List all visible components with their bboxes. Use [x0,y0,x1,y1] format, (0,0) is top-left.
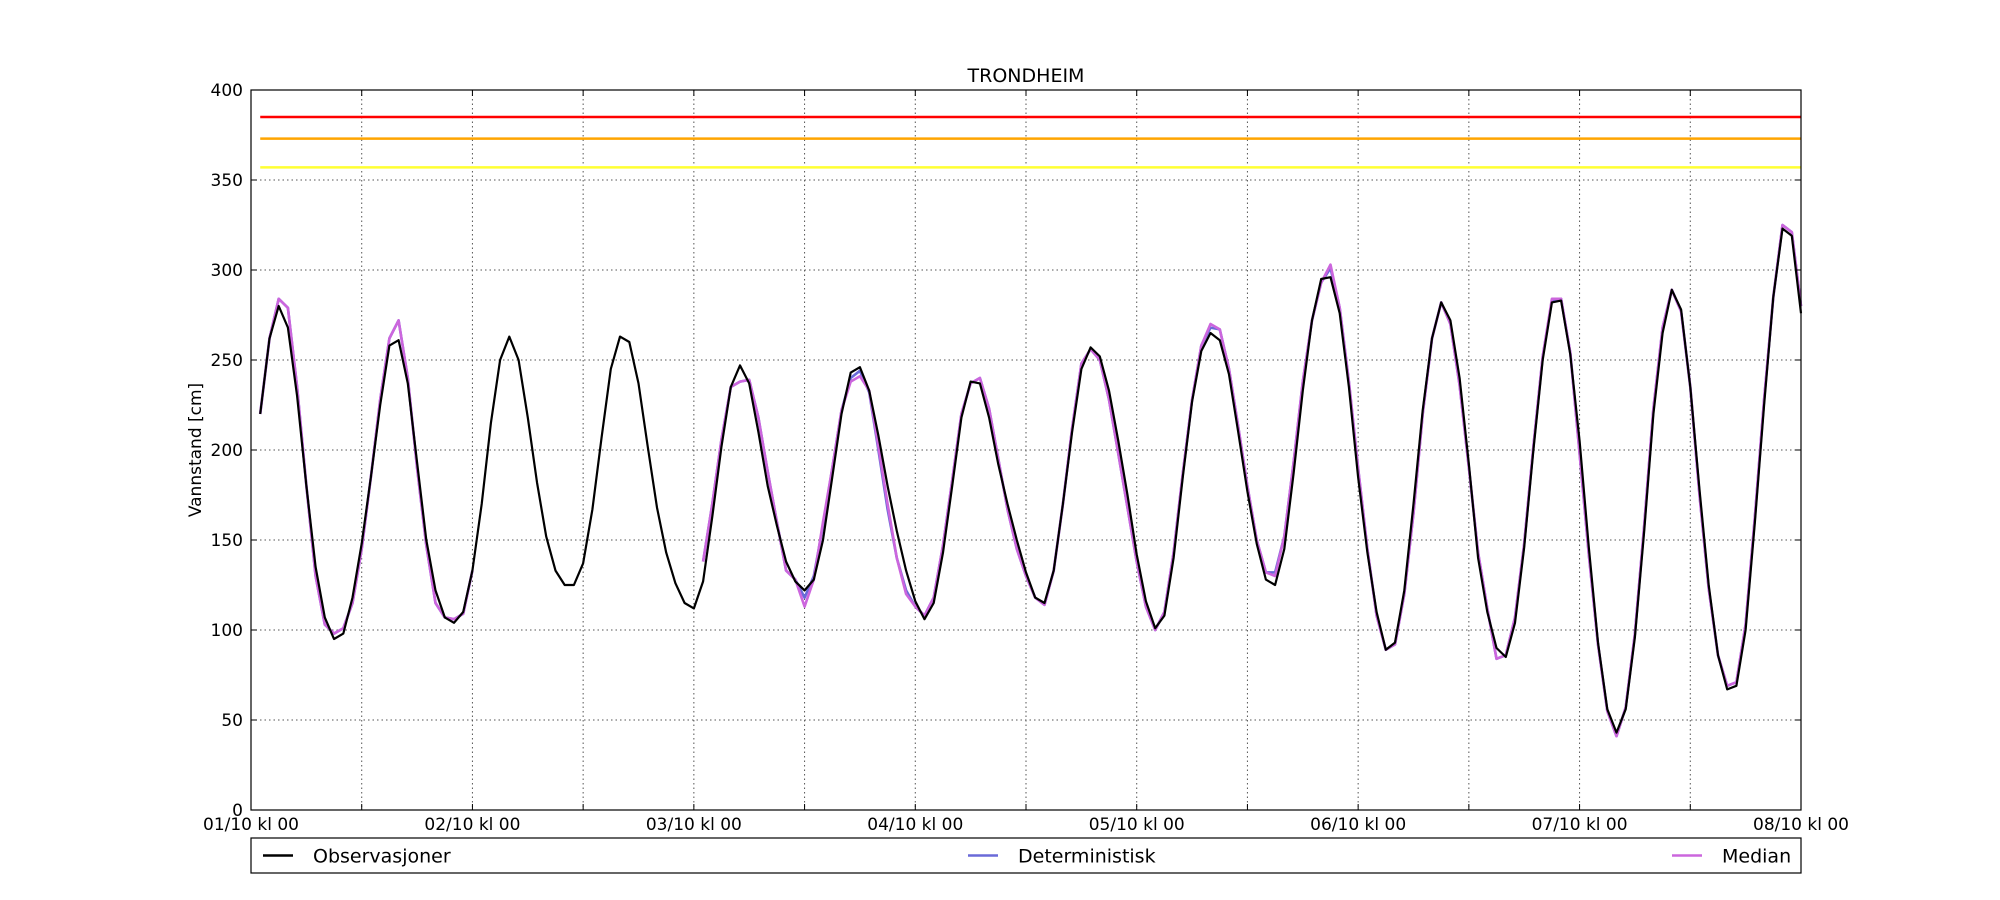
threshold-lines [260,115,1801,169]
y-tick-label: 400 [211,81,243,101]
legend-label: Deterministisk [1018,846,1156,868]
x-tick-label: 06/10 kl 00 [1310,815,1406,835]
series-line-deterministisk [258,223,1803,738]
legend-label: Observasjoner [313,846,451,868]
grid [251,90,1801,810]
legend-box [250,837,1802,874]
legend-label: Median [1722,846,1791,868]
y-tick-label: 350 [211,171,243,191]
series-line-median [258,223,1803,738]
y-tick-label: 200 [211,441,243,461]
x-tick-label: 07/10 kl 00 [1532,815,1628,835]
y-tick-label: 0 [232,801,243,821]
y-tick-label: 150 [211,531,243,551]
axis-ticks: 0 50 100 150 200 250 300 350 400 01/10 kl 00 02/10… [203,81,1849,835]
series-lines [258,223,1803,738]
y-tick-label: 250 [211,351,243,371]
chart-title: TRONDHEIM [967,65,1085,87]
x-tick-label: 05/10 kl 00 [1089,815,1185,835]
x-tick-label: 03/10 kl 00 [646,815,742,835]
x-tick-label: 02/10 kl 00 [424,815,520,835]
y-tick-label: 100 [211,621,243,641]
y-tick-label: 300 [211,261,243,281]
x-tick-label: 04/10 kl 00 [867,815,963,835]
x-tick-label: 01/10 kl 00 [203,815,299,835]
y-axis-label: Vannstand [cm] [186,383,206,517]
series-line-observasjoner [259,227,1803,734]
x-tick-label: 08/10 kl 00 [1753,815,1849,835]
y-tick-label: 50 [221,711,243,731]
legend: Observasjoner Deterministisk Median [250,837,1802,874]
